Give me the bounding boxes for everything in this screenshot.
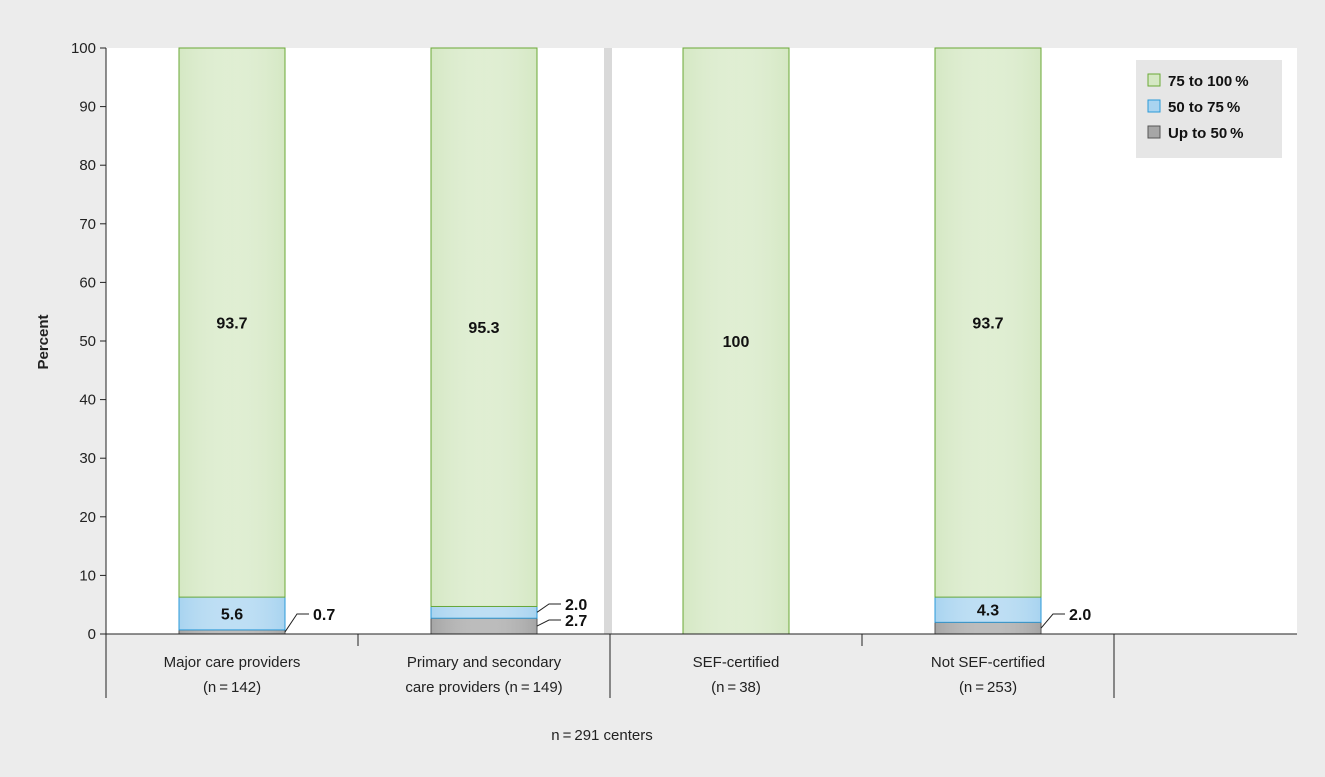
- y-tick-label: 70: [79, 216, 96, 233]
- data-label: 2.0: [565, 597, 587, 614]
- x-tick-label: Primary and secondary: [407, 654, 562, 671]
- data-label-leader: [536, 619, 561, 627]
- data-label: 2.0: [1069, 607, 1091, 624]
- data-label: 100: [723, 334, 750, 351]
- bar-shade-segment-50-to-75-cat3: [936, 597, 1040, 622]
- y-tick-label: 50: [79, 333, 96, 350]
- x-tick-label: care providers (n = 149): [405, 679, 562, 696]
- y-tick-label: 60: [79, 274, 96, 291]
- data-label-leader: [1040, 613, 1065, 629]
- x-tick-label: (n = 142): [203, 679, 261, 696]
- x-tick-label: (n = 38): [711, 679, 761, 696]
- footnote: n = 291 centers: [551, 727, 653, 744]
- legend-label: 50 to 75 %: [1168, 99, 1240, 116]
- data-label: 0.7: [313, 607, 335, 624]
- data-label-leader: [284, 613, 309, 633]
- bar-shade-segment-up-to-50-cat3: [936, 622, 1040, 634]
- x-tick-label: (n = 253): [959, 679, 1017, 696]
- data-label: 2.7: [565, 613, 587, 630]
- x-tick-label: SEF-certified: [693, 654, 780, 671]
- legend-swatch-segment-75-to-100: [1147, 73, 1161, 87]
- data-label: 95.3: [468, 320, 499, 337]
- data-label: 93.7: [972, 316, 1003, 333]
- legend-label: Up to 50 %: [1168, 125, 1244, 142]
- bar-shade-segment-50-to-75-cat0: [180, 597, 284, 630]
- y-tick-label: 90: [79, 99, 96, 116]
- x-tick-label: Major care providers: [164, 654, 301, 671]
- x-tick-label: Not SEF-certified: [931, 654, 1045, 671]
- panel-divider: [604, 48, 612, 634]
- y-tick-label: 100: [71, 40, 96, 57]
- bar-shade-segment-75-to-100-cat1: [432, 48, 536, 606]
- y-tick-label: 20: [79, 509, 96, 526]
- y-tick-label: 80: [79, 157, 96, 174]
- y-axis-label: Percent: [35, 314, 52, 369]
- bar-shade-segment-up-to-50-cat0: [180, 630, 284, 634]
- y-tick-label: 10: [79, 567, 96, 584]
- bar-shade-segment-75-to-100-cat3: [936, 48, 1040, 597]
- data-label: 4.3: [977, 603, 999, 620]
- y-tick-label: 30: [79, 450, 96, 467]
- data-label-leader: [536, 603, 561, 613]
- legend-label: 75 to 100 %: [1168, 73, 1249, 90]
- bar-shade-segment-75-to-100-cat0: [180, 48, 284, 597]
- legend-swatch-segment-up-to-50: [1147, 125, 1161, 139]
- legend-swatch-segment-50-to-75: [1147, 99, 1161, 113]
- data-label: 93.7: [216, 316, 247, 333]
- bar-shade-segment-50-to-75-cat1: [432, 606, 536, 618]
- bar-shade-segment-up-to-50-cat1: [432, 618, 536, 634]
- y-tick-label: 0: [88, 626, 96, 643]
- bar-shade-segment-75-to-100-cat2: [684, 48, 788, 634]
- y-tick-label: 40: [79, 392, 96, 409]
- data-label: 5.6: [221, 606, 243, 623]
